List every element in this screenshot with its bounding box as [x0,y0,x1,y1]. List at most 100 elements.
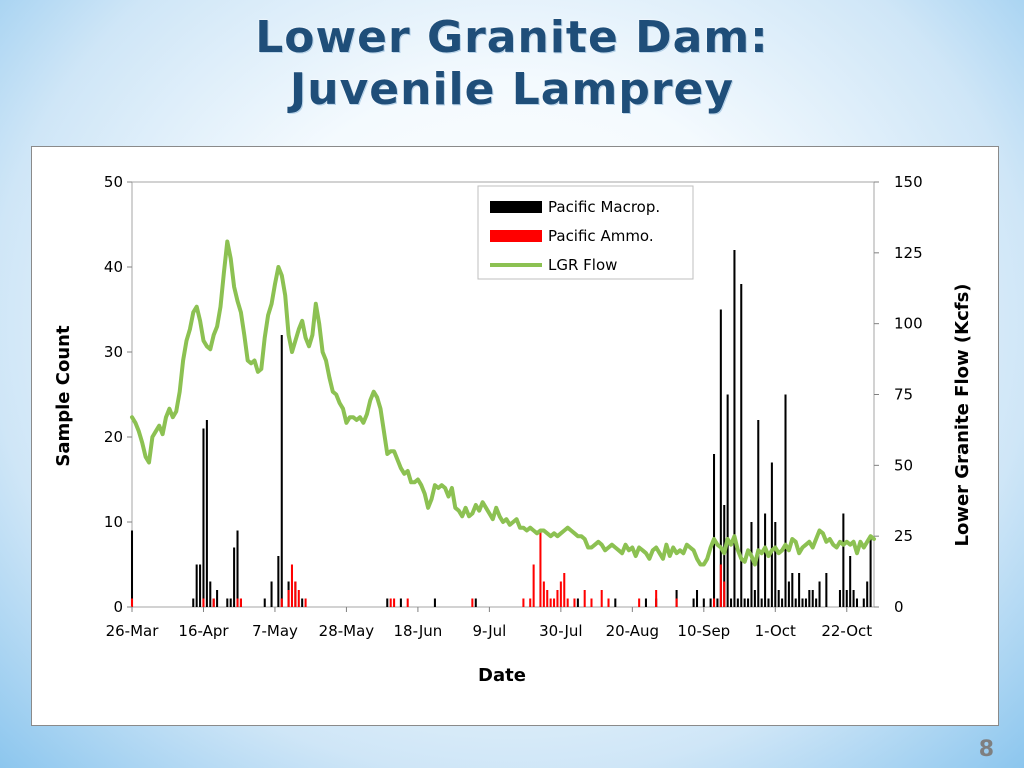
y2-tick-label: 100 [894,315,923,333]
bar-pacific-macrop [760,598,763,607]
y2-tick-label: 0 [894,598,904,616]
x-tick-label: 26-Mar [106,622,160,640]
bar-pacific-macrop [216,590,219,607]
bar-pacific-macrop [784,394,787,607]
series-pacific-macrop-bars [130,250,872,607]
bar-pacific-ammo [529,598,532,607]
bar-pacific-ammo [532,564,535,607]
bar-pacific-macrop [229,598,232,607]
x-tick-label: 7-May [252,622,298,640]
bar-pacific-ammo [294,581,297,607]
chart-svg: 0 10 20 30 40 50 0 25 50 75 100 125 150 26-Mar 16-Apr 7… [53,173,973,686]
bar-pacific-ammo [130,598,134,607]
y-tick-label: 40 [104,258,123,276]
x-tick-label: 22-Oct [821,622,872,640]
legend-label-flow: LGR Flow [548,256,617,274]
bar-pacific-macrop [301,598,304,607]
bar-pacific-macrop [280,335,283,607]
bar-pacific-ammo [542,581,545,607]
bar-pacific-ammo [287,590,290,607]
bar-pacific-ammo [406,598,409,607]
bar-pacific-ammo [583,590,586,607]
bar-pacific-macrop [433,598,436,607]
bar-pacific-macrop [747,598,750,607]
bar-pacific-ammo [393,598,396,607]
bar-pacific-macrop [777,590,780,607]
y2-axis-title: Lower Granite Flow (Kcfs) [952,283,973,546]
bar-pacific-ammo [236,598,239,607]
slide-title-line2: Juvenile Lamprey [289,64,735,115]
bar-pacific-ammo [212,598,215,607]
page-number: 8 [978,737,994,762]
bar-pacific-macrop [767,598,770,607]
x-tick-label: 28-May [319,622,375,640]
y2-tick-label: 75 [894,386,913,404]
bar-pacific-macrop [811,590,814,607]
y-axis-title: Sample Count [53,325,74,467]
bar-pacific-macrop [750,522,753,607]
bar-pacific-macrop [195,564,198,607]
bar-pacific-macrop [787,581,790,607]
bar-pacific-macrop [709,598,712,607]
bar-pacific-macrop [804,598,807,607]
bar-pacific-macrop [794,598,797,607]
bar-pacific-macrop [862,598,865,607]
bar-pacific-macrop [270,581,273,607]
bar-pacific-macrop [757,420,760,607]
y-tick-label: 10 [104,513,123,531]
bar-pacific-ammo [607,598,610,607]
bar-pacific-macrop [474,598,477,607]
bar-pacific-ammo [638,598,641,607]
bar-pacific-macrop [736,598,739,607]
bar-pacific-macrop [719,309,722,607]
bar-pacific-macrop [644,598,647,607]
bar-pacific-macrop [781,598,784,607]
bar-pacific-macrop [399,598,402,607]
bar-pacific-macrop [825,573,828,607]
bar-pacific-macrop [818,581,821,607]
bar-pacific-ammo [723,581,726,607]
series-pacific-ammo-bars [130,530,726,607]
bar-pacific-macrop [808,590,811,607]
bar-pacific-ammo [290,564,293,607]
bar-pacific-macrop [733,250,736,607]
x-tick-label: 9-Jul [472,622,506,640]
bar-pacific-ammo [675,598,678,607]
y-tick-label: 30 [104,343,123,361]
x-axis-title: Date [478,665,526,686]
bar-pacific-macrop [236,530,239,607]
bar-pacific-macrop [205,420,208,607]
legend-label-ammo: Pacific Ammo. [548,227,654,245]
bar-pacific-ammo [600,590,603,607]
bar-pacific-ammo [573,598,576,607]
bar-pacific-macrop [723,505,726,607]
bar-pacific-macrop [849,556,852,607]
bar-pacific-macrop [386,598,389,607]
y-tick-label: 0 [113,598,123,616]
bar-pacific-macrop [130,530,134,607]
bar-pacific-ammo [239,598,242,607]
chart-legend: Pacific Macrop. Pacific Ammo. LGR Flow [477,185,694,280]
bar-pacific-macrop [226,598,229,607]
bar-pacific-macrop [866,581,869,607]
bar-pacific-macrop [713,454,716,607]
bar-pacific-macrop [277,556,280,607]
bar-pacific-macrop [614,598,617,607]
bar-pacific-macrop [764,513,767,607]
bar-pacific-ammo [549,598,552,607]
legend-swatch-macrop [490,201,542,213]
slide-title: Lower Granite Dam: Juvenile Lamprey [0,12,1024,116]
bar-pacific-macrop [726,394,729,607]
bar-pacific-macrop [798,573,801,607]
y-tick-label: 20 [104,428,123,446]
x-tick-label: 18-Jun [394,622,443,640]
slide-title-line1: Lower Granite Dam: [255,12,769,63]
bar-pacific-macrop [791,573,794,607]
bar-pacific-ammo [471,598,474,607]
x-tick-label: 16-Apr [178,622,229,640]
line-lgr-flow [130,239,876,567]
bar-pacific-macrop [801,598,804,607]
bar-pacific-ammo [563,573,566,607]
bar-pacific-ammo [719,564,722,607]
y-tick-label: 50 [104,173,123,191]
